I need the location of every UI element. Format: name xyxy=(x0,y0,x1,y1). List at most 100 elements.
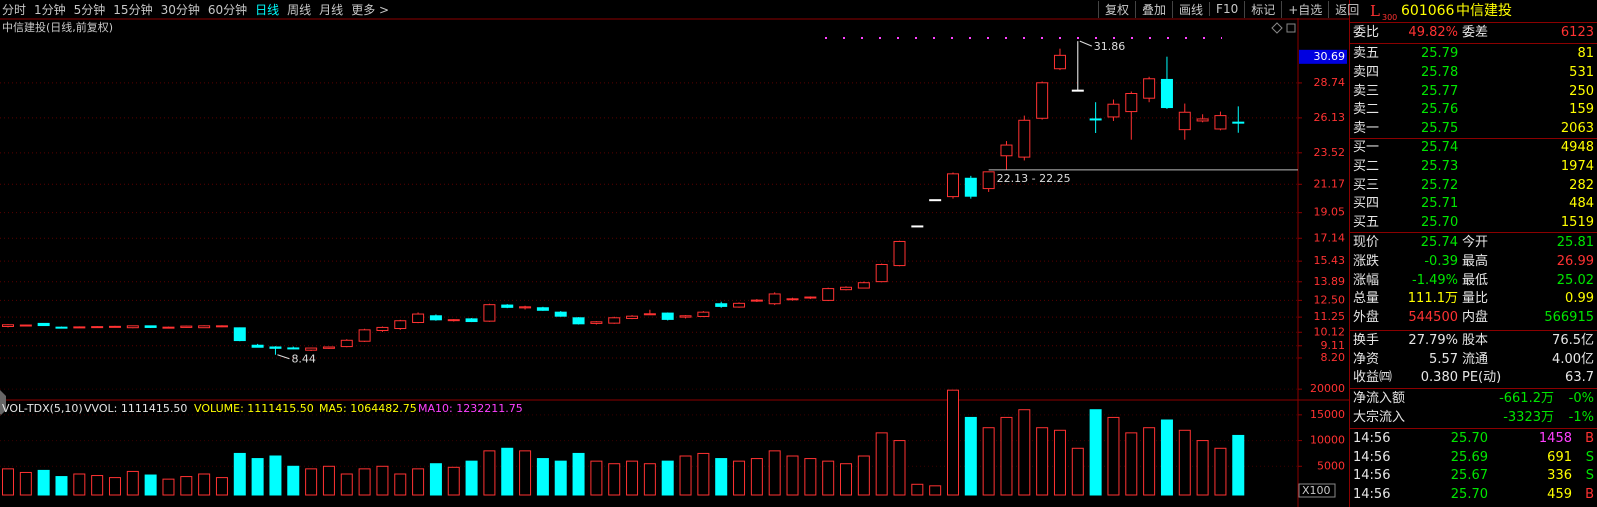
candle-body xyxy=(162,326,175,329)
period-tab[interactable]: 分时 xyxy=(2,2,27,17)
tool-button[interactable]: +自选 xyxy=(1281,0,1328,18)
candle-body xyxy=(322,346,335,349)
quote-cell: 量比 xyxy=(1462,291,1489,307)
period-tab[interactable]: 15分钟 xyxy=(113,2,153,17)
candle-body xyxy=(1107,103,1120,118)
volume-bar xyxy=(572,452,585,496)
period-tab[interactable]: 60分钟 xyxy=(207,2,248,17)
volume-bar xyxy=(144,474,157,496)
quote-cell: -3323万 xyxy=(1503,409,1554,425)
volume-bar xyxy=(911,483,924,496)
candle-body xyxy=(608,317,621,324)
quote-cell: 81 xyxy=(1577,46,1594,61)
quote-cell: 买二 xyxy=(1353,158,1380,174)
annotation-label: 8.44 xyxy=(291,353,316,366)
period-tab[interactable]: 日线 xyxy=(255,2,280,17)
volume-bar xyxy=(269,455,282,496)
candle-body xyxy=(108,325,121,328)
quote-cell: 外盘 xyxy=(1353,310,1380,326)
quote-cell: 25.72 xyxy=(1421,177,1459,193)
quote-cell: 涨幅 xyxy=(1353,272,1380,288)
quote-cell: -1.49% xyxy=(1412,272,1458,288)
candle-body xyxy=(1232,121,1245,124)
volume-legend: MA5: 1064482.75 xyxy=(319,402,417,415)
quote-cell: 委差 xyxy=(1462,25,1489,40)
period-tab[interactable]: 5分钟 xyxy=(73,2,106,17)
candle-body xyxy=(180,325,193,328)
quote-cell: B xyxy=(1585,431,1594,446)
candle-body xyxy=(1178,111,1191,131)
volume-title: VOL-TDX(5,10) xyxy=(2,402,83,415)
volume-bar xyxy=(73,473,86,496)
volume-bar xyxy=(679,455,692,496)
candle-body xyxy=(19,324,32,327)
quote-cell: 总量 xyxy=(1353,291,1380,307)
quote-cell: 25.70 xyxy=(1450,486,1488,502)
period-tab[interactable]: 1分钟 xyxy=(34,2,66,17)
volume-bar xyxy=(733,460,746,496)
volume-bar xyxy=(1160,419,1173,496)
cursor-price-label: 30.69 xyxy=(1314,50,1346,63)
separator xyxy=(1350,330,1597,331)
y-tick-label: 13.89 xyxy=(1314,275,1346,288)
quote-cell: 现价 xyxy=(1353,235,1380,250)
volume-legend: VOLUME: 1111415.50 xyxy=(194,402,314,415)
icon xyxy=(0,390,6,416)
volume-bar xyxy=(875,432,888,496)
tool-button[interactable]: 返回 xyxy=(1328,0,1365,18)
volume-bar xyxy=(697,452,710,496)
candle-body xyxy=(2,324,14,327)
y-tick-label: 21.17 xyxy=(1314,177,1346,190)
volume-bar xyxy=(429,463,442,496)
quote-cell: 25.77 xyxy=(1421,83,1459,99)
quote-cell: 最高 xyxy=(1462,253,1489,269)
quote-cell: 买一 xyxy=(1353,140,1380,155)
quote-cell: B xyxy=(1585,486,1594,502)
tool-button[interactable]: 标记 xyxy=(1244,0,1281,18)
quote-panel: L 300 601066 中信建投 委比 49.82% 委差 6123 卖五 25.79 8… xyxy=(1349,0,1597,507)
annotation-arrow xyxy=(277,354,290,360)
candle-body xyxy=(376,326,389,332)
volume-bar xyxy=(233,452,246,496)
volume-bar xyxy=(358,468,371,496)
tool-button[interactable]: 叠加 xyxy=(1135,0,1172,18)
volume-bar xyxy=(412,468,425,496)
candle-body xyxy=(1160,78,1173,109)
quote-cell: 76.5亿 xyxy=(1552,333,1594,348)
quote-cell: 484 xyxy=(1569,196,1594,212)
y-tick-label: 8.20 xyxy=(1321,351,1346,364)
volume-bar xyxy=(322,465,335,496)
candle-body xyxy=(144,325,157,328)
annotation-label: 31.86 xyxy=(1094,40,1126,53)
tool-button[interactable]: 画线 xyxy=(1172,0,1209,18)
candle-body xyxy=(465,318,478,323)
quote-cell: 卖五 xyxy=(1353,46,1380,61)
candle-body xyxy=(911,225,924,228)
candle-body xyxy=(804,296,817,299)
y-tick-label: 17.14 xyxy=(1314,231,1346,244)
quote-cell: 544500 xyxy=(1408,310,1458,326)
volume-bar xyxy=(483,450,496,496)
quote-cell: 1458 xyxy=(1538,431,1572,446)
volume-bar xyxy=(1143,427,1156,496)
volume-bar xyxy=(394,473,407,496)
volume-bar xyxy=(608,463,621,496)
period-tab[interactable]: 更多 > xyxy=(351,2,390,17)
tool-button[interactable]: 复权 xyxy=(1098,0,1135,18)
tool-button[interactable]: F10 xyxy=(1209,2,1244,16)
volume-bar xyxy=(982,427,995,496)
candle-body xyxy=(305,347,318,351)
period-tab[interactable]: 30分钟 xyxy=(160,2,200,17)
period-tab[interactable]: 月线 xyxy=(319,2,344,17)
volume-bar xyxy=(643,463,656,496)
volume-bar xyxy=(893,440,906,496)
gap-label: 22.13 - 22.25 xyxy=(997,172,1071,185)
quote-cell: 0.380 xyxy=(1420,370,1458,386)
candle-body xyxy=(822,288,835,301)
candle-body xyxy=(679,315,692,318)
period-tab[interactable]: 周线 xyxy=(287,2,312,17)
candle-body xyxy=(733,302,746,308)
quote-cell: 流通 xyxy=(1462,351,1489,367)
quote-cell: 25.81 xyxy=(1556,235,1594,250)
